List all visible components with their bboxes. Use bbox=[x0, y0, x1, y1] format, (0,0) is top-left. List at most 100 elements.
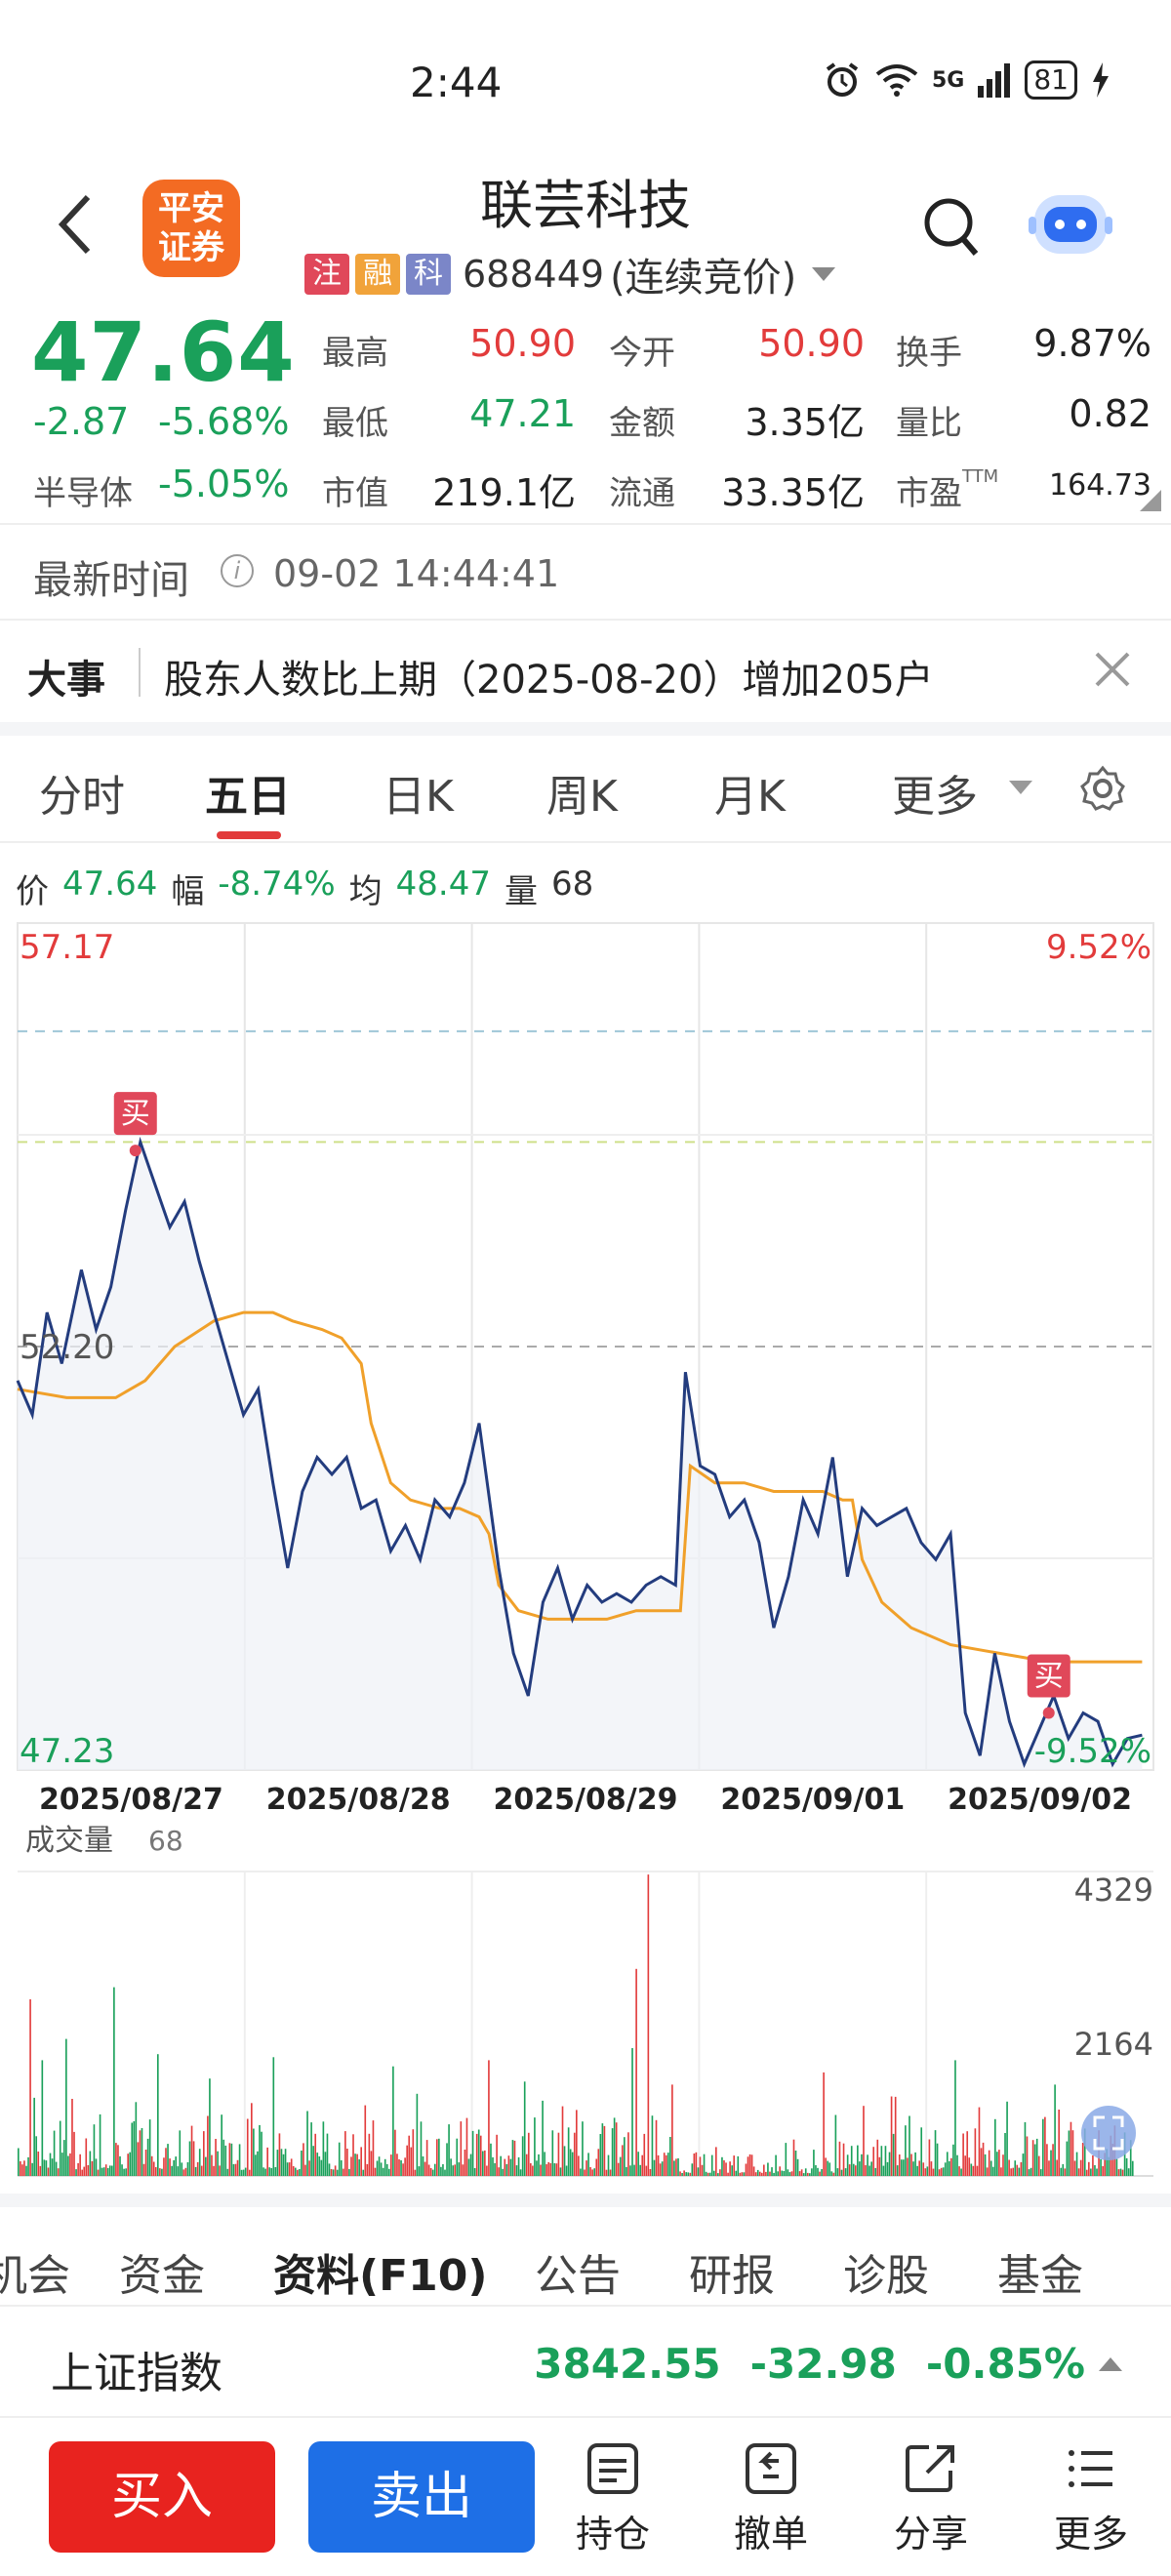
volume-bar bbox=[884, 2146, 887, 2176]
volume-bar bbox=[894, 2096, 897, 2176]
buy-signal-label: 买 bbox=[1034, 1659, 1064, 1693]
tab-fund[interactable]: 基金 bbox=[997, 2251, 1083, 2301]
volume-bar bbox=[154, 2167, 157, 2176]
buy-signal-marker[interactable]: 买 bbox=[113, 1092, 157, 1136]
volume-bar bbox=[486, 2165, 488, 2176]
volume-bar bbox=[802, 2173, 805, 2176]
tab-announcements[interactable]: 公告 bbox=[535, 2251, 621, 2301]
volume-bar bbox=[354, 2153, 356, 2176]
volume-bar bbox=[228, 2143, 231, 2176]
close-event-button[interactable] bbox=[1091, 648, 1134, 691]
tab-f10[interactable]: 资料(F10) bbox=[273, 2251, 488, 2301]
buy-button[interactable]: 买入 bbox=[49, 2441, 275, 2553]
volume-bar bbox=[958, 2166, 960, 2176]
info-avg-label: 均 bbox=[348, 872, 383, 911]
volume-bar bbox=[222, 2139, 225, 2176]
tab-research[interactable]: 研报 bbox=[689, 2251, 775, 2301]
volume-bar bbox=[905, 2125, 907, 2176]
index-name[interactable]: 上证指数 bbox=[51, 2349, 222, 2398]
volume-bar bbox=[817, 2167, 819, 2176]
sell-button[interactable]: 卖出 bbox=[308, 2441, 535, 2553]
divider bbox=[0, 2305, 1171, 2307]
tab-monthly-k[interactable]: 月K bbox=[714, 772, 786, 822]
fullscreen-button[interactable] bbox=[1081, 2106, 1136, 2160]
volume-bar bbox=[314, 2133, 317, 2176]
volume-bar bbox=[727, 2172, 729, 2176]
tab-diagnosis[interactable]: 诊股 bbox=[843, 2251, 929, 2301]
expand-corner-icon[interactable] bbox=[1140, 490, 1161, 511]
back-button[interactable] bbox=[45, 185, 103, 263]
search-button[interactable] bbox=[921, 195, 982, 260]
volume-bar bbox=[593, 2168, 596, 2176]
buy-signal-marker[interactable]: 买 bbox=[1027, 1654, 1070, 1698]
volume-bar bbox=[739, 2172, 742, 2176]
volume-bar bbox=[758, 2171, 761, 2176]
volume-bar bbox=[99, 2113, 101, 2176]
volume-bar bbox=[1083, 2128, 1086, 2176]
tab-opportunity[interactable]: 机会 bbox=[0, 2251, 70, 2301]
volume-bar bbox=[972, 2165, 975, 2176]
tab-weekly-k[interactable]: 周K bbox=[546, 772, 618, 822]
tag-registration: 注 bbox=[304, 254, 349, 295]
info-avg: 48.47 bbox=[395, 865, 491, 904]
y-min-label: 47.23 bbox=[20, 1732, 114, 1771]
volume-bar bbox=[631, 2048, 633, 2176]
volume-bar bbox=[348, 2168, 350, 2176]
volume-bar bbox=[471, 2130, 474, 2176]
volume-bar bbox=[645, 2165, 648, 2176]
volume-bar bbox=[21, 2164, 23, 2176]
volume-bar bbox=[492, 2156, 494, 2176]
chevron-up-icon[interactable] bbox=[1099, 2357, 1122, 2371]
volume-bar bbox=[790, 2171, 793, 2176]
volume-chart[interactable]: 成交量 68 4329 2164 bbox=[0, 1805, 1171, 2186]
volume-bar bbox=[1004, 2133, 1006, 2176]
volume-bar bbox=[261, 2131, 262, 2176]
volume-bar bbox=[855, 2165, 857, 2176]
positions-button[interactable]: 持仓 bbox=[554, 2439, 671, 2557]
high-label: 最高 bbox=[322, 334, 388, 373]
volume-bar bbox=[484, 2150, 486, 2176]
volume-bar bbox=[344, 2131, 346, 2176]
volume-bar bbox=[719, 2169, 721, 2176]
share-button[interactable]: 分享 bbox=[872, 2439, 989, 2557]
price-line bbox=[16, 1136, 1143, 1769]
amount-value: 3.35亿 bbox=[745, 401, 865, 444]
tab-five-day[interactable]: 五日 bbox=[205, 772, 291, 822]
sector-name[interactable]: 半导体 bbox=[33, 474, 133, 513]
index-values[interactable]: 3842.55 -32.98 -0.85% bbox=[534, 2340, 1085, 2388]
ai-assistant-button[interactable] bbox=[1027, 185, 1114, 263]
info-icon[interactable]: i bbox=[221, 554, 254, 587]
more-button[interactable]: 更多 bbox=[1032, 2439, 1150, 2557]
volume-bar bbox=[242, 2169, 245, 2176]
volume-bar bbox=[87, 2165, 90, 2176]
event-text[interactable]: 股东人数比上期（2025-08-20）增加205户 bbox=[164, 658, 934, 703]
volume-bar bbox=[970, 2163, 973, 2176]
volume-bar bbox=[828, 2162, 831, 2176]
volume-bar bbox=[695, 2152, 698, 2176]
chart-settings-button[interactable] bbox=[1079, 765, 1126, 812]
volume-bar bbox=[811, 2168, 813, 2176]
volume-bar bbox=[624, 2137, 626, 2176]
tab-more[interactable]: 更多 bbox=[892, 772, 978, 822]
stock-tags[interactable]: 注 融 科 688449 (连续竞价) bbox=[304, 246, 836, 302]
volume-bar bbox=[1129, 2140, 1132, 2176]
volume-bar bbox=[179, 2130, 182, 2176]
volume-bar bbox=[785, 2143, 787, 2176]
volume-bar bbox=[978, 2107, 981, 2176]
volume-bar bbox=[39, 2165, 42, 2176]
volume-bar bbox=[986, 2167, 989, 2176]
cancel-order-button[interactable]: 撤单 bbox=[712, 2439, 829, 2557]
volume-bar bbox=[540, 2164, 542, 2176]
tab-funds[interactable]: 资金 bbox=[119, 2251, 205, 2301]
volume-bar bbox=[886, 2161, 889, 2176]
volume-bar bbox=[194, 2166, 197, 2176]
ttm-label: TTM bbox=[962, 466, 999, 487]
tab-intraday[interactable]: 分时 bbox=[39, 772, 125, 822]
tab-daily-k[interactable]: 日K bbox=[383, 772, 454, 822]
current-price: 47.64 bbox=[31, 304, 296, 400]
volume-bar bbox=[115, 2143, 117, 2176]
volume-bar bbox=[200, 2165, 203, 2176]
volume-bar bbox=[91, 2160, 94, 2176]
volume-bar bbox=[121, 2164, 123, 2176]
